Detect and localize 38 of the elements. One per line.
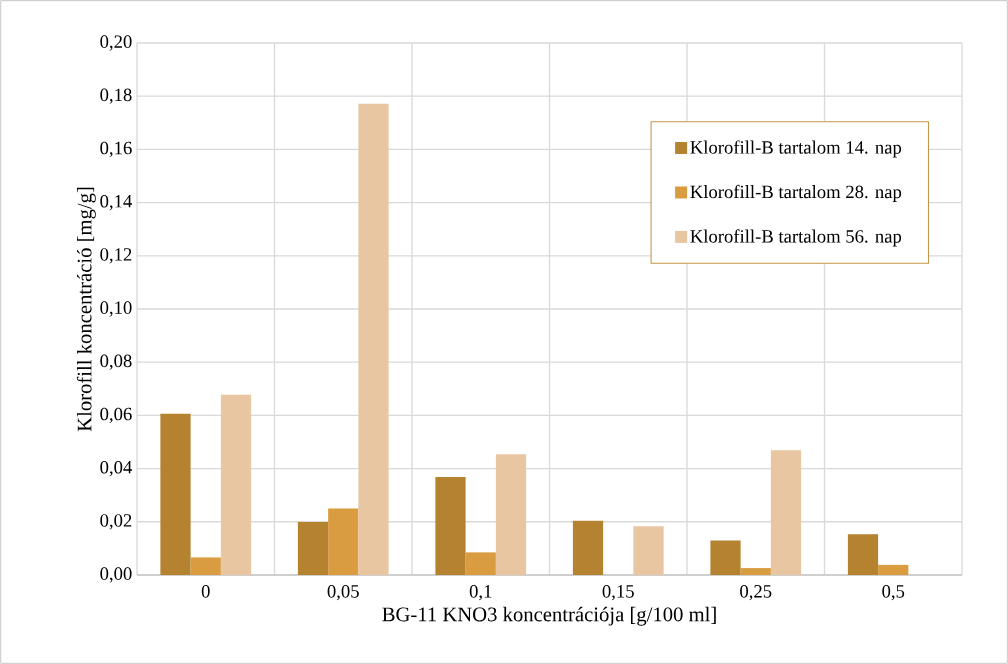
bar bbox=[358, 103, 389, 575]
y-tick-label: 0,10 bbox=[100, 301, 132, 317]
bar bbox=[495, 454, 527, 575]
y-tick-label: 0,00 bbox=[100, 567, 132, 583]
x-tick-label: 0,15 bbox=[602, 585, 634, 601]
bar bbox=[633, 526, 664, 575]
legend-label: Klorofill-B tartalom 56. nap bbox=[690, 229, 902, 247]
bar bbox=[160, 413, 191, 575]
y-tick-label: 0,20 bbox=[100, 35, 132, 51]
y-tick-label: 0,18 bbox=[100, 88, 132, 104]
y-tick-label: 0,16 bbox=[100, 141, 132, 158]
legend-label: Klorofill-B tartalom 14. nap bbox=[690, 140, 902, 158]
bar bbox=[328, 508, 359, 575]
y-tick-label: 0,06 bbox=[100, 407, 132, 424]
bar bbox=[190, 557, 221, 575]
x-tick-label: 0 bbox=[201, 585, 210, 598]
bar bbox=[740, 568, 771, 575]
bar bbox=[572, 520, 604, 575]
x-axis-title: BG-11 KNO3 koncentrációja [g/100 ml] bbox=[382, 606, 716, 626]
bar bbox=[847, 534, 879, 575]
y-tick-label: 0,12 bbox=[100, 248, 132, 264]
bar bbox=[710, 540, 741, 575]
x-tick-label: 0,5 bbox=[882, 585, 905, 601]
y-tick-label: 0,08 bbox=[100, 354, 132, 370]
bar bbox=[465, 552, 496, 575]
bar bbox=[297, 522, 329, 575]
x-tick-label: 0,05 bbox=[327, 585, 359, 601]
y-tick-label: 0,02 bbox=[100, 514, 132, 530]
x-tick-label: 0,25 bbox=[740, 585, 772, 601]
bar bbox=[435, 477, 466, 575]
bar bbox=[770, 450, 802, 575]
x-tick-label: 0,1 bbox=[469, 585, 492, 601]
legend-label: Klorofill-B tartalom 28. nap bbox=[690, 184, 902, 202]
bar bbox=[878, 564, 909, 575]
bar bbox=[220, 394, 252, 575]
y-tick-label: 0,04 bbox=[100, 460, 133, 477]
y-axis-title: Klorofill koncentráció [mg/g] bbox=[76, 187, 96, 432]
y-tick-label: 0,14 bbox=[100, 194, 133, 211]
